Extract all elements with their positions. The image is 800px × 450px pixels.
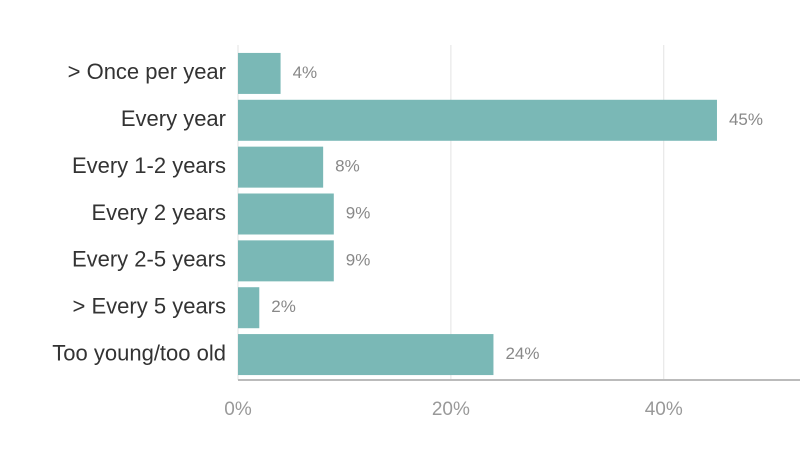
bar bbox=[238, 146, 324, 188]
category-label: Every year bbox=[121, 106, 226, 131]
value-label: 9% bbox=[346, 250, 371, 269]
bar bbox=[238, 287, 260, 329]
category-label: Too young/too old bbox=[52, 340, 226, 365]
value-label: 9% bbox=[346, 203, 371, 222]
category-label: Every 2 years bbox=[92, 200, 227, 225]
value-label: 2% bbox=[271, 297, 296, 316]
category-label: Every 2-5 years bbox=[72, 247, 226, 272]
category-label: Every 1-2 years bbox=[72, 153, 226, 178]
category-label: > Every 5 years bbox=[73, 294, 226, 319]
value-label: 8% bbox=[335, 157, 360, 176]
value-label: 4% bbox=[293, 63, 318, 82]
value-label: 45% bbox=[729, 110, 763, 129]
bar bbox=[238, 193, 334, 235]
bar bbox=[238, 334, 494, 376]
value-label: 24% bbox=[505, 344, 539, 363]
category-label: > Once per year bbox=[68, 59, 226, 84]
bar bbox=[238, 52, 281, 94]
bar bbox=[238, 99, 717, 141]
x-tick-label: 20% bbox=[432, 399, 470, 420]
x-tick-label: 40% bbox=[645, 399, 683, 420]
x-tick-label: 0% bbox=[224, 399, 252, 420]
bar bbox=[238, 240, 334, 282]
